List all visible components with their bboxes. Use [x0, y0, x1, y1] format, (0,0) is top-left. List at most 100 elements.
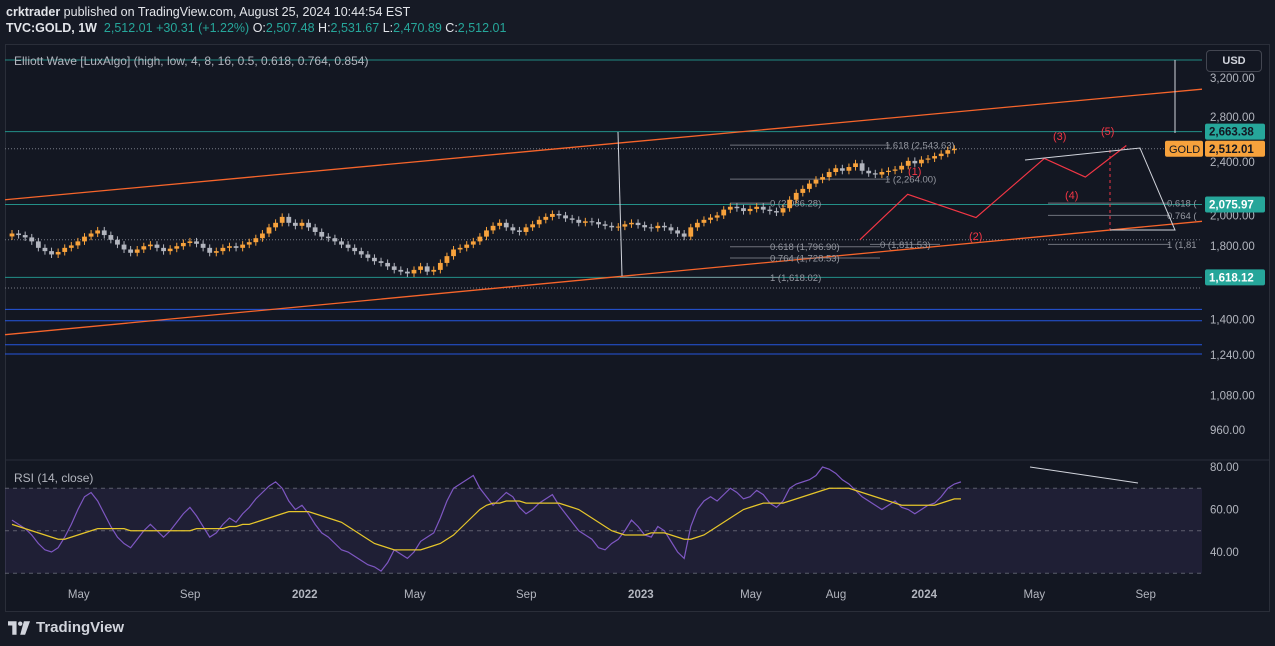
candle-body: [292, 222, 298, 226]
price-axis-tag-bg: [1205, 269, 1265, 286]
publish-info: published on TradingView.com, August 25,…: [60, 5, 411, 19]
elliott-wave-indicator-label[interactable]: Elliott Wave [LuxAlgo] (high, low, 4, 8,…: [14, 54, 369, 68]
elliott-wave-label: (4): [1065, 190, 1078, 202]
candle-body: [629, 222, 634, 225]
candle-body: [741, 208, 746, 212]
author-name[interactable]: crktrader: [6, 5, 61, 19]
candle-body: [708, 217, 713, 220]
candle-body: [484, 230, 489, 237]
gold-symbol-tag-bg: [1165, 140, 1203, 157]
open-value: 2,507.48: [265, 21, 315, 35]
candle-body: [563, 215, 568, 219]
time-axis-label: 2023: [628, 589, 654, 601]
currency-button[interactable]: USD: [1206, 50, 1262, 72]
candle-body: [833, 168, 839, 173]
close-value: 2,512.01: [457, 21, 507, 35]
candle-body: [358, 251, 364, 255]
candle-body: [945, 150, 951, 154]
open-label: O:: [252, 21, 266, 35]
candle-body: [319, 231, 325, 237]
candle-body: [510, 227, 516, 231]
candle-body: [457, 247, 463, 250]
candle-body: [431, 269, 437, 272]
rsi-indicator-label[interactable]: RSI (14, close): [14, 471, 94, 485]
price-axis-tick-label: 1,800.00: [1210, 241, 1255, 253]
elliott-wave-label: (1): [908, 166, 921, 178]
candle-body: [385, 262, 391, 267]
candle-body: [22, 235, 28, 238]
candle-body: [602, 224, 608, 226]
gold-symbol-tag: GOLD: [1169, 144, 1200, 156]
close-label: C:: [445, 21, 458, 35]
candle-body: [800, 188, 806, 193]
candle-body: [734, 206, 740, 209]
price-axis-tick-label: 2,000.00: [1210, 210, 1255, 222]
wave-projection-outline: [1024, 147, 1176, 231]
fib-level-label: 0.764 (1,728.53): [770, 254, 840, 265]
price-axis-tag: 2,075.97: [1209, 200, 1254, 212]
time-axis-label: 2024: [911, 589, 937, 601]
candle-body: [167, 248, 173, 252]
candle-body: [813, 179, 819, 184]
candle-body: [95, 230, 101, 234]
candle-body: [128, 249, 134, 253]
candle-body: [859, 163, 865, 171]
candle-body: [194, 241, 199, 244]
tradingview-logo[interactable]: TradingView: [8, 619, 124, 636]
high-value: 2,531.67: [330, 21, 380, 35]
candle-body: [464, 244, 470, 248]
candle-body: [398, 269, 404, 272]
rsi-band-fill: [5, 488, 1202, 574]
candle-body: [925, 158, 931, 160]
time-axis-label: Aug: [826, 589, 846, 601]
fib-level-label: 1 (1,618.02): [770, 273, 821, 284]
candle-body: [29, 237, 35, 242]
price-axis-tag: 2,512.01: [1209, 144, 1254, 156]
candle-body: [523, 227, 529, 232]
price-axis-tick-label: 960.00: [1210, 425, 1245, 437]
candle-body: [306, 222, 311, 228]
candle-body: [174, 246, 180, 249]
candle-body: [760, 206, 766, 210]
elliott-wave-label: (2): [969, 231, 982, 243]
candle-body: [899, 165, 905, 170]
chart-frame[interactable]: [5, 44, 1270, 612]
candle-body: [9, 233, 15, 237]
candle-body: [754, 206, 760, 209]
candle-body: [721, 209, 727, 216]
candle-body: [905, 160, 911, 166]
candle-body: [609, 225, 615, 228]
candle-body: [549, 213, 555, 217]
time-axis-label: May: [68, 589, 90, 601]
candle-body: [747, 208, 753, 212]
candle-body: [88, 233, 94, 237]
candle-body: [220, 247, 226, 252]
high-label: H:: [318, 21, 331, 35]
candle-body: [543, 216, 549, 220]
candle-body: [662, 225, 667, 228]
candle-body: [886, 170, 891, 173]
candle-body: [694, 222, 700, 228]
candle-body: [444, 256, 450, 263]
candle-body: [62, 247, 68, 252]
time-axis-label: May: [1023, 589, 1045, 601]
symbol-interval: TVC:GOLD, 1W: [6, 21, 97, 35]
candle-body: [793, 192, 799, 200]
candle-body: [35, 241, 41, 248]
candle-body: [787, 199, 793, 209]
candle-body: [332, 238, 338, 242]
candle-body: [826, 172, 832, 178]
candle-body: [582, 221, 588, 223]
rsi-axis-tick-label: 60.00: [1210, 505, 1239, 517]
price-axis-tag-bg: [1205, 140, 1265, 157]
candle-body: [872, 173, 878, 175]
candle-body: [339, 241, 344, 245]
candle-body: [227, 246, 232, 248]
candle-body: [325, 236, 331, 239]
upper-channel-line: [4, 88, 1203, 201]
candle-body: [866, 170, 872, 174]
price-axis-tick-label: 1,400.00: [1210, 315, 1255, 327]
candle-body: [774, 211, 779, 213]
